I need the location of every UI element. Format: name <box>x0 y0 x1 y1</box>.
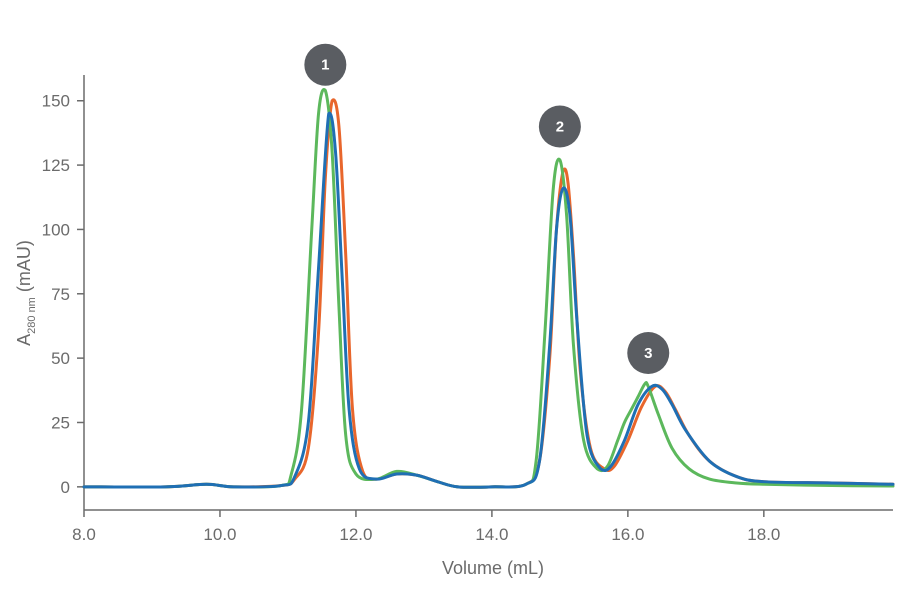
peak-label-text: 3 <box>644 345 652 362</box>
peak-label-circle <box>538 105 581 148</box>
series-layer <box>82 88 895 489</box>
y-axis-title-subscript: 280 nm <box>26 297 38 334</box>
x-tick-label: 8.0 <box>72 525 96 544</box>
peak-label-circle <box>627 331 670 374</box>
x-tick-label: 10.0 <box>203 525 236 544</box>
x-tick-label: 18.0 <box>747 525 780 544</box>
y-tick-label: 150 <box>42 92 70 111</box>
peak-label: 1 <box>304 43 347 86</box>
x-tick-label: 16.0 <box>611 525 644 544</box>
x-tick-label: 12.0 <box>339 525 372 544</box>
y-tick-label: 100 <box>42 220 70 239</box>
x-axis-title: Volume (mL) <box>442 558 544 578</box>
y-tick-label: 0 <box>61 478 70 497</box>
peak-label: 3 <box>627 331 670 374</box>
axes: 0 25 50 75 100 125 150 8.0 10.0 12.0 14.0 16.0 18.0 <box>42 75 893 544</box>
peak-label-text: 1 <box>321 57 329 74</box>
peak-label-text: 2 <box>556 118 564 135</box>
x-tick-label: 14.0 <box>475 525 508 544</box>
y-tick-label: 75 <box>51 285 70 304</box>
y-axis-title-unit: (mAU) <box>14 240 34 297</box>
series-line-orange <box>82 98 895 489</box>
peak-label-layer: 1 2 3 <box>304 43 670 374</box>
y-axis-title: A280 nm (mAU) <box>14 240 38 346</box>
y-axis-title-main: A <box>14 334 34 346</box>
series-line-blue <box>82 111 895 489</box>
series-line-green <box>82 88 895 489</box>
y-tick-label: 25 <box>51 413 70 432</box>
peak-label-circle <box>304 43 347 86</box>
peak-label: 2 <box>538 105 581 148</box>
y-tick-label: 125 <box>42 156 70 175</box>
y-tick-label: 50 <box>51 349 70 368</box>
